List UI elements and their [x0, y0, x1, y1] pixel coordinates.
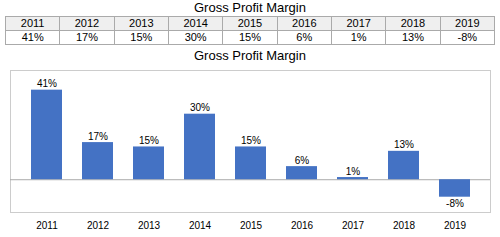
svg-text:2019: 2019: [444, 220, 467, 230]
svg-text:15%: 15%: [139, 135, 159, 146]
svg-text:2012: 2012: [87, 220, 110, 230]
svg-text:2016: 2016: [291, 220, 314, 230]
html-text:17%: 17%: [76, 31, 98, 43]
svg-text:2013: 2013: [138, 220, 161, 230]
svg-text:2011: 2011: [36, 220, 58, 230]
html-text:2014: 2014: [183, 17, 208, 29]
svg-text:17%: 17%: [88, 131, 108, 142]
svg-text:2014: 2014: [189, 220, 212, 230]
html-text:1%: 1%: [350, 31, 367, 43]
html-text:2017: 2017: [346, 17, 371, 29]
html-text:13%: 13%: [401, 31, 424, 43]
html-text:30%: 30%: [184, 31, 207, 43]
html-text:15%: 15%: [239, 31, 261, 43]
svg-text:30%: 30%: [190, 102, 210, 113]
html-text:2015: 2015: [237, 17, 263, 29]
svg-text:2017: 2017: [342, 220, 365, 230]
html-text:6%: 6%: [296, 31, 313, 43]
svg-text:1%: 1%: [346, 166, 361, 177]
html-text:2012: 2012: [74, 17, 100, 29]
svg-text:41%: 41%: [37, 78, 57, 89]
html-text:Gross Profit Margin: Gross Profit Margin: [194, 0, 306, 15]
svg-text:2018: 2018: [393, 220, 416, 230]
html-text:2013: 2013: [129, 17, 154, 29]
html-text:-8%: -8%: [457, 31, 478, 43]
html-text:2011: 2011: [20, 17, 45, 29]
html-text:2018: 2018: [400, 17, 426, 29]
html-text:Gross Profit Margin: Gross Profit Margin: [194, 48, 306, 63]
svg-text:6%: 6%: [295, 155, 310, 166]
svg-text:-8%: -8%: [446, 198, 464, 209]
svg-text:2015: 2015: [240, 220, 263, 230]
html-text:15%: 15%: [130, 31, 153, 43]
html-text:2016: 2016: [292, 17, 317, 29]
html-text:41%: 41%: [21, 31, 44, 43]
svg-text:15%: 15%: [241, 135, 261, 146]
html-text:2019: 2019: [455, 17, 480, 29]
svg-text:13%: 13%: [394, 139, 414, 150]
